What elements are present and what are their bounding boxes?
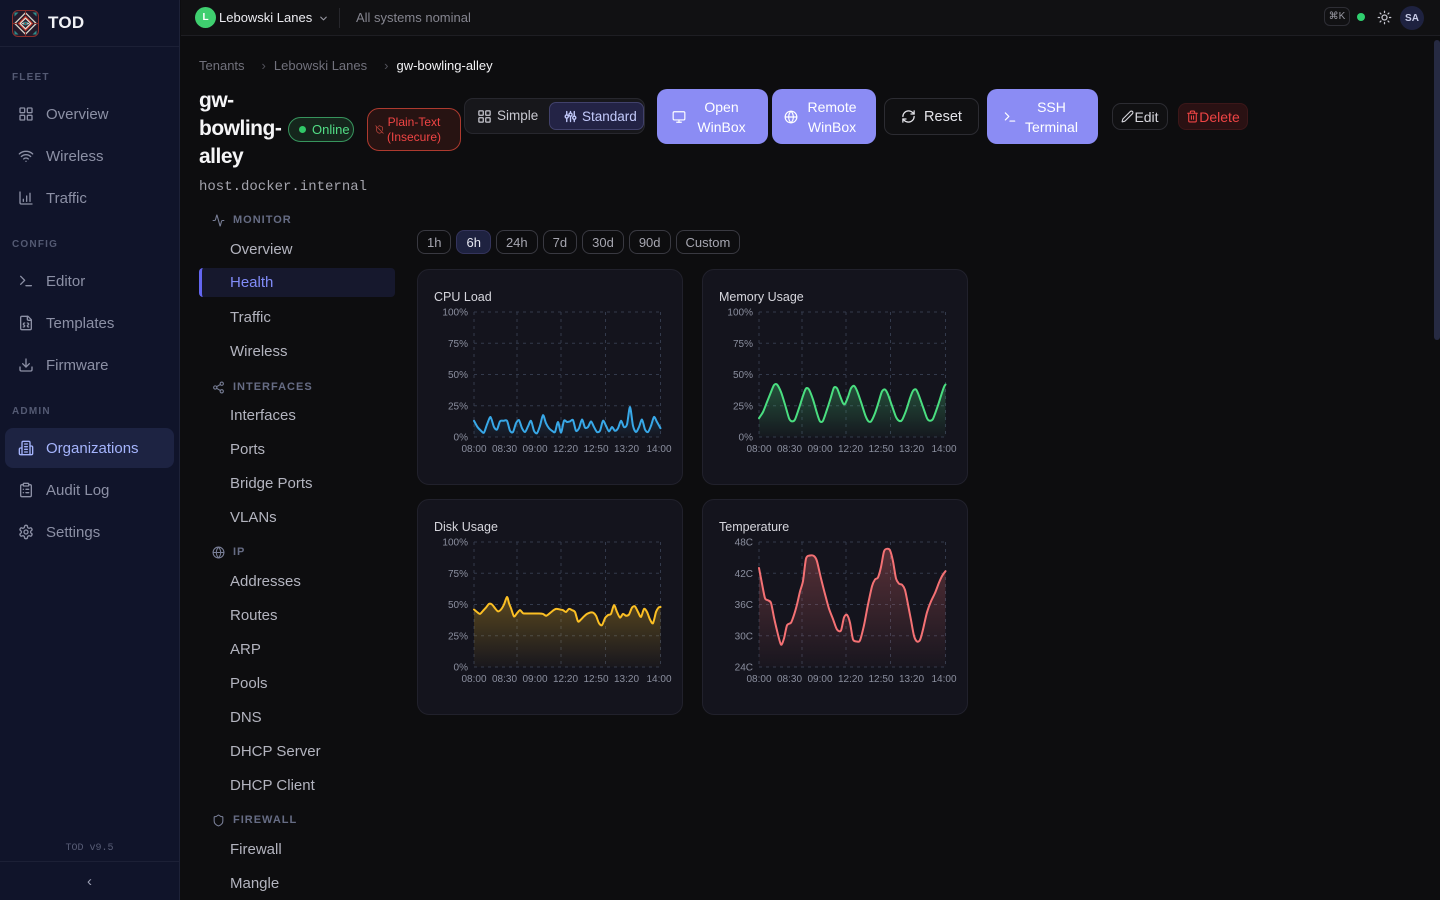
svg-text:12:20: 12:20 (553, 444, 578, 455)
svg-text:13:20: 13:20 (899, 674, 924, 685)
svg-text:12:50: 12:50 (868, 444, 893, 455)
svg-text:30C: 30C (735, 631, 753, 642)
svg-text:48C: 48C (735, 538, 753, 549)
svg-text:14:00: 14:00 (931, 444, 956, 455)
svg-text:14:00: 14:00 (931, 674, 956, 685)
svg-text:13:20: 13:20 (614, 674, 639, 685)
svg-text:09:00: 09:00 (522, 674, 547, 685)
svg-text:12:50: 12:50 (583, 674, 608, 685)
svg-text:08:00: 08:00 (746, 674, 771, 685)
svg-text:08:00: 08:00 (746, 444, 771, 455)
svg-text:100%: 100% (727, 308, 753, 319)
svg-text:12:20: 12:20 (553, 674, 578, 685)
svg-text:25%: 25% (448, 631, 468, 642)
svg-text:36C: 36C (735, 600, 753, 611)
svg-text:75%: 75% (733, 339, 753, 350)
svg-text:50%: 50% (448, 600, 468, 611)
svg-text:25%: 25% (448, 401, 468, 412)
svg-text:14:00: 14:00 (646, 674, 671, 685)
svg-text:13:20: 13:20 (614, 444, 639, 455)
svg-text:42C: 42C (735, 569, 753, 580)
svg-text:09:00: 09:00 (807, 444, 832, 455)
svg-text:08:30: 08:30 (492, 444, 517, 455)
svg-text:09:00: 09:00 (522, 444, 547, 455)
svg-text:0%: 0% (454, 663, 469, 674)
svg-text:100%: 100% (442, 308, 468, 319)
svg-text:14:00: 14:00 (646, 444, 671, 455)
svg-text:25%: 25% (733, 401, 753, 412)
svg-text:12:20: 12:20 (838, 444, 863, 455)
svg-text:09:00: 09:00 (807, 674, 832, 685)
svg-text:08:30: 08:30 (777, 444, 802, 455)
svg-text:0%: 0% (739, 433, 754, 444)
svg-text:12:50: 12:50 (868, 674, 893, 685)
svg-text:08:00: 08:00 (461, 444, 486, 455)
svg-text:0%: 0% (454, 433, 469, 444)
svg-text:75%: 75% (448, 569, 468, 580)
svg-text:12:20: 12:20 (838, 674, 863, 685)
svg-text:12:50: 12:50 (583, 444, 608, 455)
svg-text:08:30: 08:30 (777, 674, 802, 685)
svg-text:08:00: 08:00 (461, 674, 486, 685)
svg-text:75%: 75% (448, 339, 468, 350)
svg-text:13:20: 13:20 (899, 444, 924, 455)
svg-text:50%: 50% (733, 370, 753, 381)
svg-text:08:30: 08:30 (492, 674, 517, 685)
svg-text:100%: 100% (442, 538, 468, 549)
svg-text:24C: 24C (735, 663, 753, 674)
svg-text:50%: 50% (448, 370, 468, 381)
